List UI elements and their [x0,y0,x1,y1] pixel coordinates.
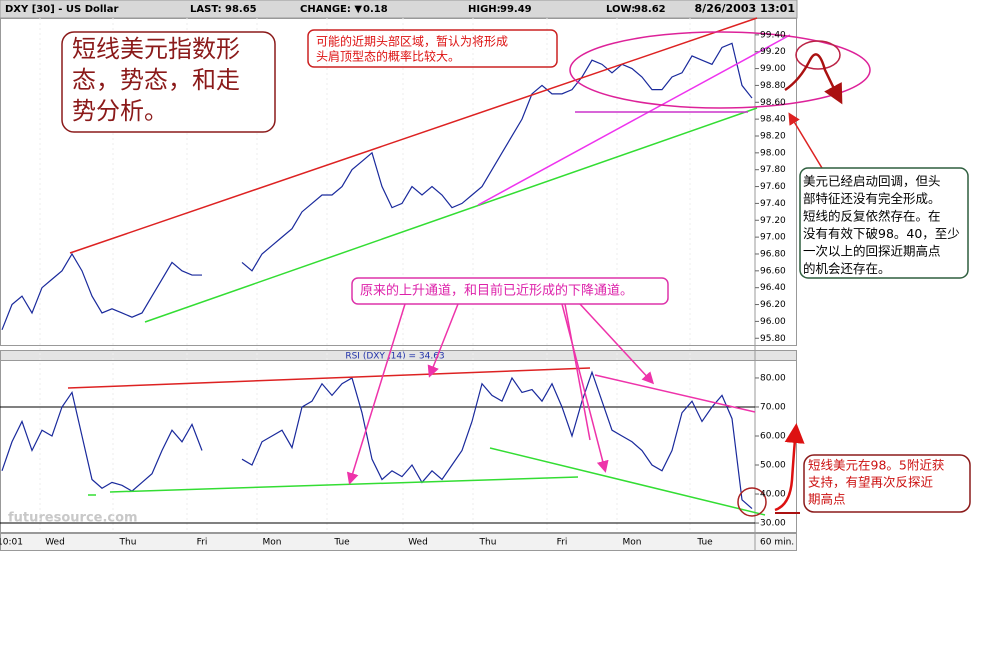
price-line [1,42,753,331]
y-tick-label: 95.80 [760,334,786,344]
x-tick-label: Tue [333,538,350,548]
annotation-text: 势分析。 [72,97,168,125]
y-tick-label: 97.80 [760,165,786,175]
symbol: DXY [30] - US Dollar [5,4,118,15]
x-tick-label: Tue [696,538,713,548]
y-tick-label: 50.00 [760,461,786,471]
annotation-text: 短线的反复依然存在。在 [803,209,941,224]
y-tick-label: 80.00 [760,373,786,383]
x-tick-label: Mon [263,538,282,548]
x-tick-label: Thu [119,538,137,548]
annotation-text: 的机会还存在。 [803,261,891,276]
y-tick-label: 98.60 [760,98,786,108]
annotation-text: 头肩顶型态的概率比较大。 [316,49,460,64]
x-tick-label: Fri [197,538,208,548]
x-tick-label: Fri [557,538,568,548]
y-tick-label: 96.00 [760,317,786,327]
header-bar [0,0,798,19]
annotation-text: 短线美元在98。5附近获 [808,458,944,473]
change-value: 0.18 [363,4,388,15]
y-tick-label: 96.60 [760,266,786,276]
annotation-text: 没有有效下破98。40，至少 [803,226,960,241]
datetime: 8/26/2003 13:01 [695,2,795,15]
x-tick-label: Wed [408,538,428,548]
y-tick-label: 98.00 [760,148,786,158]
y-tick-label: 97.00 [760,233,786,243]
y-tick-label: 70.00 [760,402,786,412]
low-value: 98.62 [634,4,666,15]
y-tick-label: 30.00 [760,519,786,529]
x-tick-label: 60 min. [760,538,794,548]
y-tick-label: 96.20 [760,300,786,310]
y-tick-label: 96.40 [760,283,786,293]
trend-lines [67,17,871,517]
change-label: CHANGE: ▼ [300,4,362,15]
high-label: HIGH: [468,4,501,15]
y-tick-label: 60.00 [760,431,786,441]
annotation-text: 期高点 [808,492,846,507]
last-label: LAST: [190,4,222,15]
x-tick-label: Wed [45,538,65,548]
annotation-text: 一次以上的回探近期高点 [803,244,941,259]
rsi-title: RSI (DXY ,14) = 34.63 [345,352,444,362]
y-tick-label: 99.40 [760,30,786,40]
x-tick-label: 10:01 [0,538,23,548]
y-tick-label: 98.20 [760,131,786,141]
rsi-line [1,370,753,509]
y-tick-label: 40.00 [760,490,786,500]
annotation-text: 态，势态，和走 [72,66,240,94]
high-value: 99.49 [500,4,532,15]
annotation-text: 原来的上升通道，和目前已近形成的下降通道。 [360,283,633,299]
x-axis-bar [0,533,797,551]
x-tick-label: Thu [479,538,497,548]
annotation-text: 可能的近期头部区域，暂认为将形成 [316,34,508,49]
y-tick-label: 99.20 [760,47,786,57]
low-label: LOW: [606,4,635,15]
annotation-text: 短线美元指数形 [72,35,240,63]
last-value: 98.65 [225,4,257,15]
y-tick-label: 98.80 [760,81,786,91]
y-tick-label: 96.80 [760,249,786,259]
x-tick-label: Mon [623,538,642,548]
annotation-boxes [61,29,971,513]
y-tick-label: 99.00 [760,64,786,74]
annotation-text: 部特征还没有完全形成。 [803,191,941,206]
y-tick-label: 97.40 [760,199,786,209]
annotation-text: 支持，有望再次反探近 [808,475,934,490]
annotation-text: 美元已经启动回调，但头 [803,174,941,189]
y-tick-label: 97.20 [760,216,786,226]
rsi-panel [0,360,797,533]
y-tick-label: 98.40 [760,115,786,125]
y-tick-label: 97.60 [760,182,786,192]
